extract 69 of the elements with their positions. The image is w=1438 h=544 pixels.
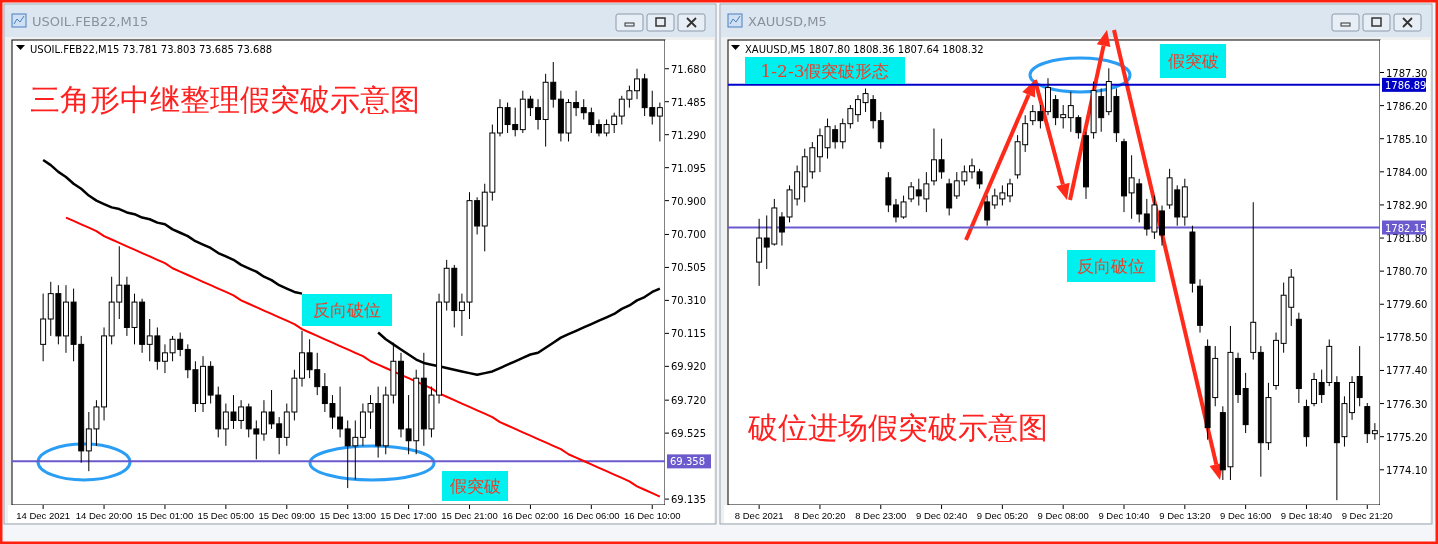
chart-title: XAUUSD,M5 — [748, 14, 827, 29]
x-tick-label: 9 Dec 13:20 — [1159, 510, 1211, 521]
y-tick-label: 70.700 — [671, 229, 706, 241]
x-tick-label: 8 Dec 20:20 — [794, 510, 846, 521]
candlestick — [1371, 422, 1378, 441]
candlestick — [656, 102, 663, 142]
y-tick-label: 1777.40 — [1386, 365, 1428, 377]
x-tick-label: 8 Dec 2021 — [734, 510, 784, 521]
y-tick-label: 1776.30 — [1386, 398, 1428, 410]
x-tick-label: 9 Dec 05:20 — [976, 510, 1028, 521]
candlestick — [908, 181, 915, 203]
x-tick-label: 14 Dec 2021 — [16, 510, 71, 521]
x-tick-label: 15 Dec 17:00 — [380, 510, 437, 521]
line-series — [64, 216, 661, 498]
ref-line-label: 1786.89 — [1385, 79, 1427, 91]
y-tick-label: 1779.60 — [1386, 299, 1428, 311]
y-tick-label: 69.920 — [671, 361, 706, 373]
x-tick-label: 9 Dec 18:40 — [1280, 510, 1333, 521]
y-tick-label: 71.290 — [671, 129, 706, 141]
x-tick-label: 14 Dec 20:00 — [75, 510, 133, 521]
x-tick-label: 15 Dec 01:00 — [136, 510, 194, 521]
annotation: 反向破位 — [1077, 256, 1145, 276]
annotation: 假突破 — [449, 476, 501, 496]
candlestick — [984, 195, 991, 227]
y-tick-label: 1785.10 — [1386, 133, 1428, 145]
candlestick — [877, 111, 884, 150]
y-tick-label: 1774.10 — [1386, 464, 1428, 476]
x-tick-label: 15 Dec 21:00 — [441, 510, 498, 521]
y-tick-label: 1775.20 — [1386, 431, 1428, 443]
y-tick-label: 69.720 — [671, 395, 706, 407]
x-tick-label: 16 Dec 02:00 — [502, 510, 559, 521]
y-tick-label: 1786.20 — [1386, 100, 1428, 112]
y-tick-label: 70.115 — [671, 328, 706, 340]
x-tick-label: 15 Dec 09:00 — [258, 510, 316, 521]
x-tick-label: 9 Dec 10:40 — [1098, 510, 1150, 521]
ref-line-label: 69.358 — [670, 456, 705, 468]
y-tick-label: 1781.80 — [1386, 233, 1428, 245]
x-tick-label: 9 Dec 08:00 — [1037, 510, 1089, 521]
y-tick-label: 70.310 — [671, 295, 706, 307]
y-tick-label: 1787.30 — [1386, 67, 1428, 79]
annotation: 假突破 — [1167, 51, 1219, 71]
annotation: 1-2-3假突破形态 — [760, 60, 890, 81]
x-tick-label: 9 Dec 02:40 — [915, 510, 968, 521]
x-tick-label: 16 Dec 10:00 — [623, 510, 681, 521]
y-tick-label: 70.900 — [671, 195, 706, 207]
candlestick — [1356, 345, 1363, 407]
annotation: XAUUSD,M5 1807.80 1808.36 1807.64 1808.32 — [745, 44, 984, 55]
x-tick-label: 9 Dec 21:20 — [1341, 510, 1393, 521]
x-tick-label: 16 Dec 06:00 — [563, 510, 620, 521]
x-tick-label: 8 Dec 23:00 — [855, 510, 907, 521]
annotation: USOIL.FEB22,M15 73.781 73.803 73.685 73.688 — [30, 44, 273, 55]
y-tick-label: 71.095 — [671, 162, 706, 174]
y-tick-label: 1780.70 — [1386, 266, 1428, 278]
y-tick-label: 1784.00 — [1386, 166, 1428, 178]
chart-title: USOIL.FEB22,M15 — [32, 14, 149, 29]
x-tick-label: 15 Dec 05:00 — [197, 510, 255, 521]
y-tick-label: 1778.50 — [1386, 332, 1428, 344]
y-tick-label: 69.525 — [671, 428, 706, 440]
y-tick-label: 69.135 — [671, 494, 706, 506]
annotation: 破位进场假突破示意图 — [747, 410, 1048, 445]
annotation: 三角形中继整理假突破示意图 — [30, 82, 420, 117]
y-tick-label: 71.485 — [671, 96, 706, 108]
y-tick-label: 1782.90 — [1386, 199, 1428, 211]
y-tick-label: 71.680 — [671, 63, 706, 75]
x-tick-label: 15 Dec 13:00 — [319, 510, 376, 521]
x-tick-label: 9 Dec 16:00 — [1220, 510, 1272, 521]
annotation: 反向破位 — [313, 300, 381, 320]
y-tick-label: 70.505 — [671, 262, 706, 274]
ref-line-label: 1782.15 — [1385, 222, 1427, 234]
